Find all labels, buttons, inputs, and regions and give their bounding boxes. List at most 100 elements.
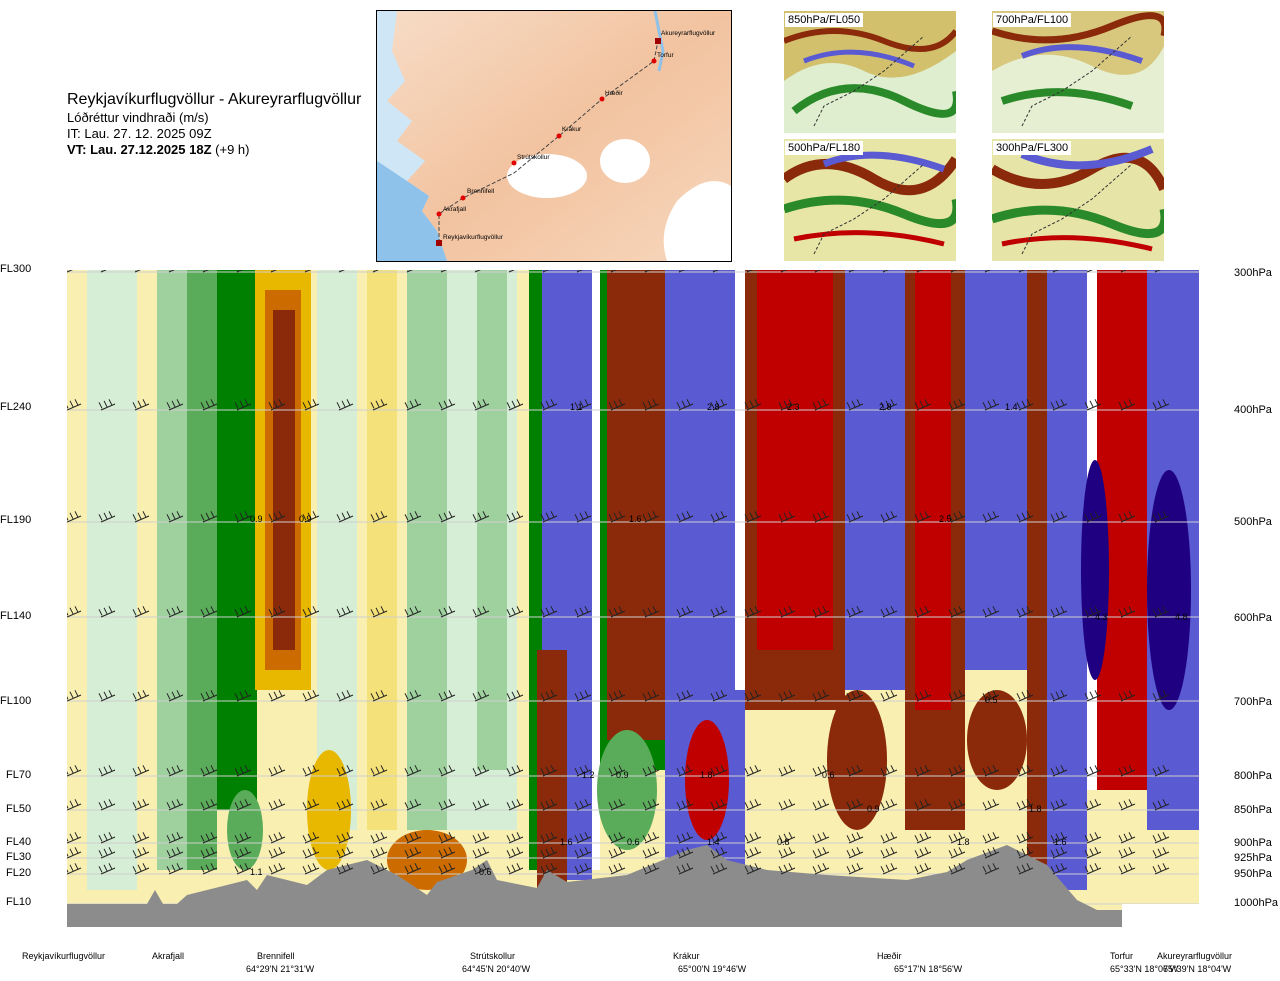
- thumbnail-label: 500hPa/FL180: [785, 141, 864, 155]
- value-label: 0.6: [627, 837, 640, 847]
- field-band: [915, 270, 951, 710]
- wind-barb: [914, 606, 932, 618]
- wind-barb: [132, 511, 150, 523]
- wind-barb: [608, 765, 626, 777]
- wind-barb: [1016, 832, 1034, 844]
- wind-barb: [948, 832, 966, 844]
- wind-barb: [336, 765, 354, 777]
- wind-barb: [846, 863, 864, 875]
- field-band: [477, 270, 507, 770]
- wind-barb: [778, 511, 796, 523]
- wind-barb: [404, 690, 422, 702]
- flight-level-label: FL40: [6, 836, 32, 848]
- wind-barb: [472, 399, 490, 411]
- wind-barb: [1016, 799, 1034, 811]
- thumbnail-500hpa[interactable]: 500hPa/FL180: [784, 139, 956, 261]
- station-coord: 64°45'N 20°40'W: [462, 964, 531, 974]
- waypoint-label: Reykjavíkurflugvöllur: [443, 234, 504, 241]
- wind-barb: [778, 832, 796, 844]
- wind-barb: [404, 863, 422, 875]
- wind-barb: [132, 847, 150, 859]
- wind-barb: [982, 863, 1000, 875]
- cross-section-plot: 1.1 2.8 2.3 2.8 1.4 0.9 0.9 1.6 2.5 4.3 4.8 0.5 1.2 0…: [67, 270, 1199, 927]
- valid-time-label: VT: Lau. 27.12.2025 18Z: [67, 142, 212, 157]
- wind-barb: [1050, 847, 1068, 859]
- value-label: 1.1: [570, 402, 583, 412]
- thumbnail-300hpa[interactable]: 300hPa/FL300: [992, 139, 1164, 261]
- wind-barb: [880, 399, 898, 411]
- wind-barb: [846, 606, 864, 618]
- wind-barb: [1152, 765, 1170, 777]
- wind-barb: [642, 847, 660, 859]
- value-label: 1.8: [1029, 804, 1042, 814]
- wind-barb: [336, 863, 354, 875]
- wind-barb: [1084, 847, 1102, 859]
- wind-barb: [744, 863, 762, 875]
- wind-barb: [472, 832, 490, 844]
- wind-barb: [540, 765, 558, 777]
- wind-barb: [1118, 399, 1136, 411]
- thumbnail-700hpa[interactable]: 700hPa/FL100: [992, 11, 1164, 133]
- wind-barb: [98, 399, 116, 411]
- value-label: 1.6: [560, 837, 573, 847]
- wind-barb: [1084, 399, 1102, 411]
- value-label: 0.9: [250, 514, 263, 524]
- value-label: 0.9: [616, 770, 629, 780]
- wind-barb: [710, 765, 728, 777]
- wind-barb: [98, 765, 116, 777]
- wind-barb: [234, 765, 252, 777]
- wind-barb: [1152, 832, 1170, 844]
- station-name: Hæðir: [877, 951, 902, 961]
- thumbnail-graphic: [992, 11, 1164, 133]
- field-band: [217, 270, 257, 810]
- wind-barb: [540, 799, 558, 811]
- wind-barb: [540, 690, 558, 702]
- wind-barb: [1118, 863, 1136, 875]
- value-label: 0.6: [822, 770, 835, 780]
- wind-barb: [574, 690, 592, 702]
- wind-barb: [268, 399, 286, 411]
- wind-barb: [744, 399, 762, 411]
- value-label: 0.9: [867, 804, 880, 814]
- value-label: 2.5: [939, 514, 952, 524]
- wind-barb: [880, 799, 898, 811]
- field-band: [187, 270, 217, 870]
- wind-barb: [268, 832, 286, 844]
- wind-barb: [67, 832, 82, 844]
- wind-barb: [982, 690, 1000, 702]
- waypoint-marker: [655, 38, 661, 44]
- wind-barb: [132, 765, 150, 777]
- wind-barb: [676, 863, 694, 875]
- title-block: Reykjavíkurflugvöllur - Akureyrarflugvöl…: [67, 90, 387, 158]
- route-map[interactable]: Akureyrarflugvöllur Torfur Hæðir Krákur …: [376, 10, 732, 262]
- flight-level-label: FL20: [6, 867, 32, 879]
- thumbnail-label: 850hPa/FL050: [785, 13, 864, 27]
- wind-barb: [67, 690, 82, 702]
- wind-barb: [982, 511, 1000, 523]
- station-name: Krákur: [673, 951, 700, 961]
- issue-time: IT: Lau. 27. 12. 2025 09Z: [67, 126, 212, 141]
- pressure-label: 300hPa: [1234, 267, 1272, 279]
- wind-barb: [336, 799, 354, 811]
- wind-barb: [744, 799, 762, 811]
- wind-barb: [1084, 832, 1102, 844]
- wind-barb: [370, 606, 388, 618]
- wind-barb: [370, 399, 388, 411]
- wind-barb: [914, 832, 932, 844]
- glacier: [507, 154, 587, 198]
- field-cell: [827, 690, 887, 830]
- flight-level-label: FL300: [0, 263, 32, 275]
- wind-barb: [574, 606, 592, 618]
- thumbnail-850hpa[interactable]: 850hPa/FL050: [784, 11, 956, 133]
- wind-barb: [812, 606, 830, 618]
- wind-barb: [608, 606, 626, 618]
- pressure-label: 700hPa: [1234, 696, 1272, 708]
- wind-barb: [710, 832, 728, 844]
- wind-barb: [234, 690, 252, 702]
- wind-barb: [200, 847, 218, 859]
- wind-barb: [846, 511, 864, 523]
- wind-barb: [506, 863, 524, 875]
- wind-barb: [404, 399, 422, 411]
- wind-barb: [676, 765, 694, 777]
- field-band: [845, 270, 905, 690]
